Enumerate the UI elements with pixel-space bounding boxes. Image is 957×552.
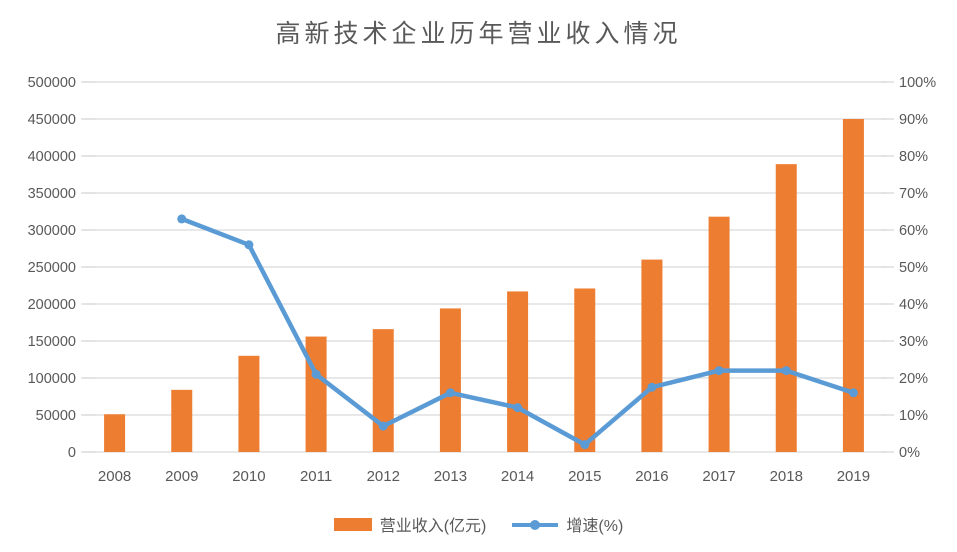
right-axis-tick-label: 70%	[899, 186, 928, 202]
x-axis-label: 2012	[367, 468, 400, 485]
left-axis-tick-label: 300000	[28, 223, 76, 239]
chart-legend: 营业收入(亿元) 增速(%)	[0, 512, 957, 536]
revenue-bar-2018	[775, 164, 797, 452]
legend-item-growth: 增速(%)	[512, 512, 623, 536]
right-axis-tick-label: 100%	[899, 75, 936, 91]
legend-item-revenue: 营业收入(亿元)	[333, 512, 487, 536]
right-axis-tick-label: 90%	[899, 112, 928, 128]
right-axis-tick-label: 50%	[899, 260, 928, 276]
left-axis-tick-label: 400000	[28, 149, 76, 165]
x-axis-label: 2015	[568, 468, 601, 485]
revenue-bar-2009	[171, 389, 193, 452]
revenue-bar-2013	[439, 308, 461, 452]
revenue-bar-2015	[574, 288, 596, 452]
x-axis-label: 2009	[165, 468, 198, 485]
revenue-bar-2008	[104, 414, 126, 452]
x-axis-label: 2013	[434, 468, 467, 485]
left-axis-tick-label: 150000	[28, 334, 76, 350]
left-axis-tick-label: 500000	[28, 75, 76, 91]
revenue-bar-2019	[842, 119, 864, 452]
growth-line-marker	[714, 366, 724, 376]
growth-line-swatch-icon	[512, 518, 559, 531]
growth-line-marker	[513, 403, 523, 413]
right-axis-tick-label: 30%	[899, 334, 928, 350]
left-axis-tick-label: 250000	[28, 260, 76, 276]
x-axis-label: 2011	[300, 468, 332, 485]
x-axis-label: 2014	[501, 468, 534, 485]
left-axis-tick-label: 50000	[36, 408, 76, 424]
revenue-bar-2014	[507, 291, 529, 452]
left-axis-tick-label: 450000	[28, 112, 76, 128]
legend-label-growth: 增速(%)	[566, 518, 624, 535]
revenue-bar-2012	[372, 329, 394, 452]
revenue-bar-2016	[641, 259, 663, 452]
x-axis-label: 2017	[702, 468, 735, 485]
left-axis-tick-label: 350000	[28, 186, 76, 202]
growth-line-marker	[445, 388, 455, 398]
growth-line-swatch-dot	[530, 519, 541, 530]
x-axis-label: 2008	[98, 468, 131, 485]
x-axis-label: 2018	[770, 468, 803, 485]
growth-line-marker	[177, 214, 187, 224]
chart-title: 高新技术企业历年营业收入情况	[275, 21, 682, 48]
right-axis-tick-label: 80%	[899, 149, 928, 165]
x-axis-label: 2019	[837, 468, 870, 485]
right-axis-tick-label: 40%	[899, 297, 928, 313]
legend-label-revenue: 营业收入(亿元)	[379, 518, 487, 535]
left-axis-tick-label: 0	[68, 445, 76, 461]
right-axis-tick-label: 0%	[899, 445, 920, 461]
growth-line-marker	[378, 421, 388, 431]
right-axis-tick-label: 20%	[899, 371, 928, 387]
revenue-bar-2011	[305, 336, 327, 452]
growth-line-marker	[781, 366, 791, 376]
growth-line-marker	[848, 388, 858, 398]
revenue-bar-swatch-icon	[333, 517, 372, 531]
left-axis-tick-label: 200000	[28, 297, 76, 313]
x-axis-label: 2016	[635, 468, 668, 485]
revenue-bar-2017	[708, 216, 730, 452]
growth-line-marker	[311, 369, 321, 379]
revenue-bar-2010	[238, 355, 260, 452]
left-axis-tick-label: 100000	[28, 371, 76, 387]
growth-line-marker	[647, 382, 657, 392]
right-axis-tick-label: 10%	[899, 408, 928, 424]
x-axis-label: 2010	[232, 468, 265, 485]
growth-line-marker	[244, 240, 254, 250]
right-axis-tick-label: 60%	[899, 223, 928, 239]
growth-line-marker	[580, 440, 590, 450]
